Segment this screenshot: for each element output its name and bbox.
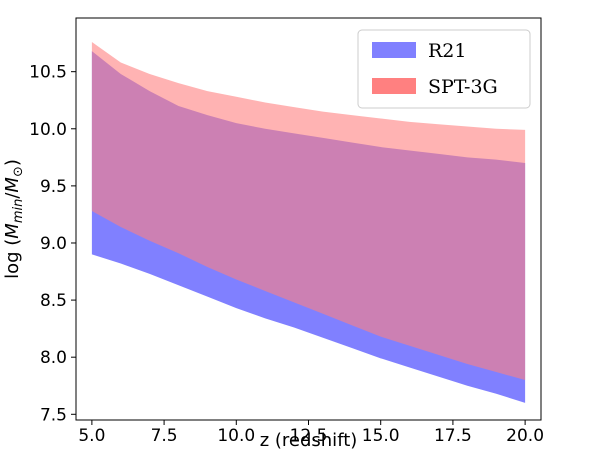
legend: R21 SPT-3G: [357, 29, 531, 109]
y-tick-label: 8.0: [40, 348, 67, 368]
y-tick-label: 10.0: [29, 120, 67, 140]
y-axis-label: log (Mmin/M⊙): [2, 159, 26, 279]
y-label-suffix: ): [2, 159, 23, 166]
legend-swatch-spt-3g: [372, 78, 416, 94]
band-spt-3g: [91, 41, 526, 381]
x-tick-label: 10.0: [217, 426, 255, 446]
y-label-mass-sun: M: [2, 177, 23, 193]
y-label-min-subscript: min: [11, 199, 26, 224]
y-label-sun-subscript: ⊙: [11, 166, 26, 177]
legend-swatch-r21: [372, 42, 416, 58]
x-tick-label: 12.5: [290, 426, 328, 446]
y-label-mass: M: [2, 223, 23, 239]
x-axis: 5.0 7.5 10.0 12.5 15.0 17.5 20.0: [78, 420, 544, 446]
y-tick-label: 9.0: [40, 234, 67, 254]
legend-label-spt-3g: SPT-3G: [428, 76, 498, 98]
band-layer: [91, 41, 526, 403]
legend-items: R21 SPT-3G: [372, 40, 498, 98]
x-tick-label: 17.5: [434, 426, 472, 446]
y-tick-label: 8.5: [40, 291, 67, 311]
x-tick-label: 7.5: [151, 426, 178, 446]
y-tick-label: 10.5: [29, 63, 67, 83]
y-axis: 7.5 8.0 8.5 9.0 9.5 10.0 10.5: [29, 63, 76, 425]
x-tick-label: 15.0: [362, 426, 400, 446]
x-tick-label: 20.0: [506, 426, 544, 446]
y-label-prefix: log (: [2, 239, 23, 279]
y-tick-label: 7.5: [40, 405, 67, 425]
x-axis-label: z (redshift): [260, 430, 358, 451]
legend-label-r21: R21: [428, 40, 466, 62]
x-tick-label: 5.0: [78, 426, 105, 446]
y-tick-label: 9.5: [40, 177, 67, 197]
y-label-slash: /: [2, 192, 23, 199]
